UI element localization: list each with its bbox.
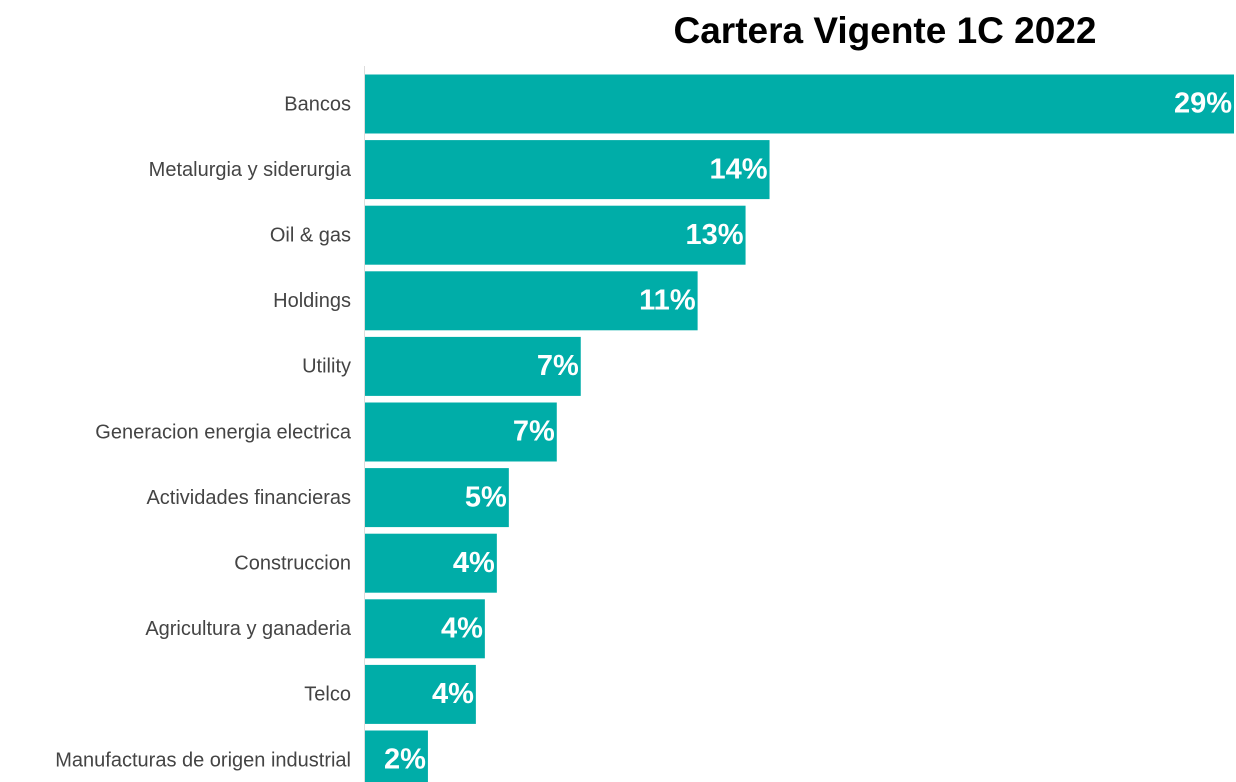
category-label: Generacion energia electrica — [95, 421, 352, 443]
category-label: Bancos — [284, 93, 351, 115]
category-label: Utility — [302, 356, 351, 378]
bar — [365, 599, 485, 659]
bar — [365, 140, 770, 200]
category-label: Metalurgia y siderurgia — [149, 159, 352, 181]
bar — [365, 664, 476, 724]
bar — [365, 402, 557, 462]
bar — [365, 271, 698, 331]
value-label: 29% — [1174, 88, 1232, 120]
bar — [365, 468, 509, 528]
category-label: Telco — [304, 684, 351, 706]
value-label: 13% — [686, 219, 744, 251]
value-label: 7% — [513, 416, 555, 448]
bar — [365, 533, 497, 593]
bar — [365, 336, 581, 396]
bar — [365, 74, 1234, 134]
value-label: 7% — [537, 350, 579, 382]
value-label: 5% — [465, 481, 507, 513]
value-label: 14% — [709, 153, 767, 185]
value-label: 4% — [432, 678, 474, 710]
category-label: Oil & gas — [270, 224, 351, 246]
value-label: 4% — [441, 612, 483, 644]
value-label: 2% — [384, 744, 426, 776]
category-label: Manufacturas de origen industrial — [55, 749, 351, 771]
category-label: Construccion — [234, 552, 351, 574]
value-label: 11% — [639, 284, 696, 316]
bar — [365, 730, 428, 782]
bar — [365, 205, 746, 265]
category-label: Actividades financieras — [146, 487, 351, 509]
category-label: Agricultura y ganaderia — [145, 618, 352, 640]
chart-title: Cartera Vigente 1C 2022 — [674, 10, 1097, 51]
value-label: 4% — [453, 547, 495, 579]
category-label: Holdings — [273, 290, 351, 312]
